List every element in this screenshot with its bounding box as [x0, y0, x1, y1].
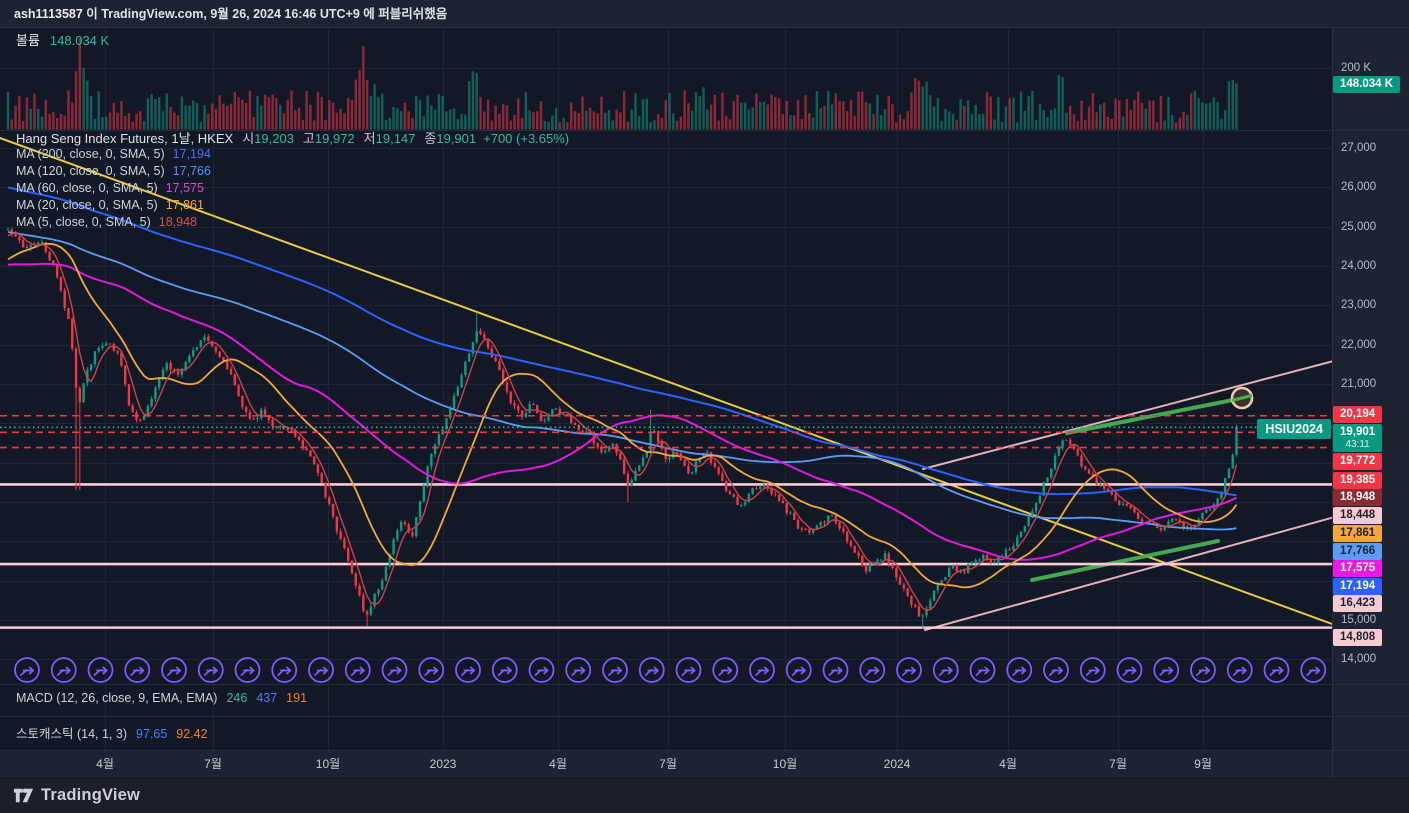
candlestick-series	[6, 227, 1238, 629]
roll-marker-icon[interactable]	[491, 657, 518, 683]
roll-marker-icon[interactable]	[234, 657, 261, 683]
publish-info-text: 이 TradingView.com, 9월 26, 2024 16:46 UTC…	[82, 7, 448, 21]
volume-series	[6, 38, 1238, 130]
roll-marker-icon[interactable]	[308, 657, 334, 683]
roll-marker-icon[interactable]	[969, 657, 996, 683]
footer-bar	[0, 778, 1409, 813]
roll-marker-icon[interactable]	[1190, 657, 1216, 683]
roll-marker-icon[interactable]	[455, 657, 481, 683]
pink-channel-upper	[922, 360, 1332, 470]
ma-200-line	[7, 186, 1237, 497]
chart-layers	[0, 29, 1332, 750]
green-support	[1030, 539, 1220, 582]
publisher-username: ash1113587	[14, 7, 83, 21]
pane-separator[interactable]	[0, 684, 1409, 685]
roll-marker-icon[interactable]	[271, 657, 298, 683]
time-axis[interactable]	[0, 750, 1409, 779]
roll-marker-icon[interactable]	[749, 657, 775, 683]
roll-marker-icon[interactable]	[932, 657, 959, 683]
tradingview-footer[interactable]: TradingView	[12, 778, 140, 813]
roll-marker-icon[interactable]	[87, 657, 114, 683]
roll-marker-icon[interactable]	[1153, 657, 1180, 683]
roll-marker-icon[interactable]	[50, 657, 77, 683]
publish-info-bar: ash1113587 이 TradingView.com, 9월 26, 202…	[0, 0, 1409, 28]
roll-marker-icon[interactable]	[1226, 657, 1253, 683]
ma-120-line	[7, 231, 1237, 531]
roll-marker-icon[interactable]	[418, 657, 445, 683]
contract-roll-markers	[14, 657, 1327, 683]
ma-60-line	[7, 262, 1237, 561]
roll-marker-icon[interactable]	[344, 657, 371, 683]
roll-marker-icon[interactable]	[528, 657, 555, 683]
roll-marker-icon[interactable]	[565, 657, 592, 683]
roll-marker-icon[interactable]	[1006, 657, 1033, 683]
roll-marker-icon[interactable]	[602, 657, 628, 683]
tradingview-brand-text: TradingView	[41, 786, 141, 804]
axis-border	[1332, 28, 1333, 778]
roll-marker-icon[interactable]	[822, 657, 849, 683]
ma-20-line	[7, 243, 1238, 589]
roll-marker-icon[interactable]	[712, 657, 739, 683]
roll-marker-icon[interactable]	[381, 657, 408, 683]
yellow-downtrend	[0, 137, 1332, 625]
roll-marker-icon[interactable]	[859, 657, 886, 683]
roll-marker-icon[interactable]	[161, 657, 187, 683]
volume-axis-badge: 148.034 K	[1333, 76, 1401, 93]
pane-separator[interactable]	[0, 716, 1409, 717]
roll-marker-icon[interactable]	[1300, 657, 1327, 683]
roll-marker-icon[interactable]	[124, 657, 151, 683]
price-axis[interactable]	[1332, 28, 1409, 778]
target-marker[interactable]	[1230, 386, 1254, 410]
roll-marker-icon[interactable]	[638, 657, 665, 683]
ma-5-line	[7, 232, 1238, 612]
roll-marker-icon[interactable]	[1043, 657, 1069, 683]
roll-marker-icon[interactable]	[14, 657, 40, 683]
pink-channel-lower	[924, 516, 1332, 631]
grid	[0, 29, 1332, 750]
roll-marker-icon[interactable]	[896, 657, 922, 683]
tradingview-logo-icon	[13, 788, 34, 803]
pane-separator[interactable]	[0, 130, 1409, 131]
roll-marker-icon[interactable]	[1116, 657, 1143, 683]
roll-marker-icon[interactable]	[197, 657, 224, 683]
moving-average-lines	[7, 186, 1238, 612]
roll-marker-icon[interactable]	[1263, 657, 1290, 683]
roll-marker-icon[interactable]	[1079, 657, 1106, 683]
roll-marker-icon[interactable]	[785, 657, 812, 683]
roll-marker-icon[interactable]	[675, 657, 702, 683]
